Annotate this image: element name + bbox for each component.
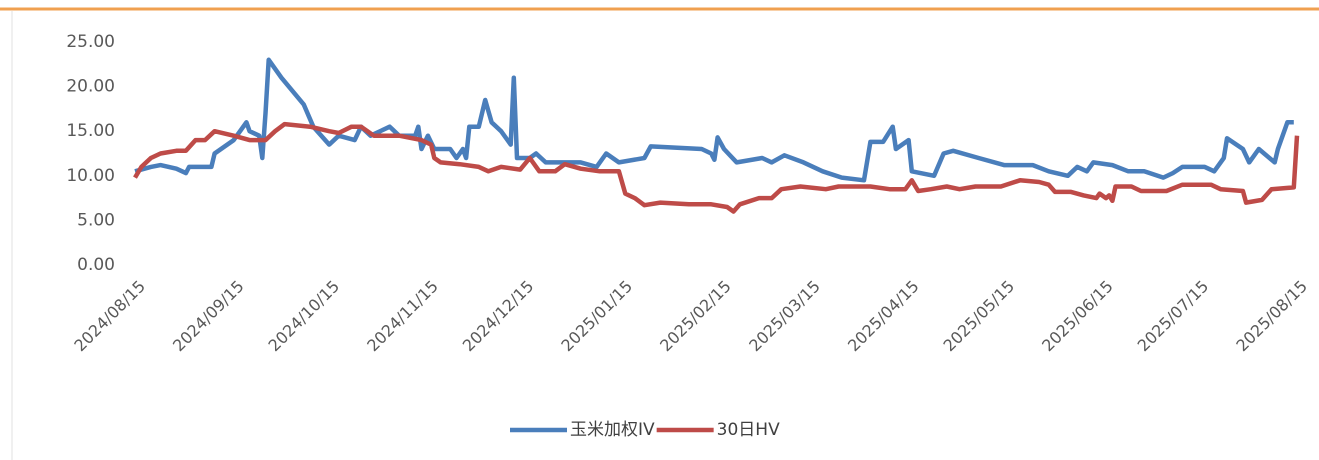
x-tick-label: 2025/04/15 — [844, 277, 923, 356]
x-tick-label: 2025/05/15 — [939, 277, 1018, 356]
x-tick-label: 2025/02/15 — [656, 277, 735, 356]
x-tick-label: 2024/11/15 — [363, 277, 442, 356]
legend-label: 30日HV — [717, 420, 780, 440]
line-series — [134, 57, 1294, 183]
y-tick-label: 20.00 — [66, 77, 115, 97]
x-tick-label: 2025/07/15 — [1134, 277, 1213, 356]
x-tick-label: 2024/09/15 — [169, 277, 248, 356]
x-tick-label: 2025/06/15 — [1038, 277, 1117, 356]
x-tick-label: 2025/08/15 — [1232, 277, 1311, 356]
x-tick-label: 2025/03/15 — [745, 277, 824, 356]
legend-label: 玉米加权IV — [570, 420, 655, 440]
y-tick-label: 10.00 — [66, 166, 115, 186]
x-tick-label: 2025/01/15 — [557, 277, 636, 356]
y-tick-label: 25.00 — [66, 32, 115, 52]
y-tick-label: 15.00 — [66, 121, 115, 141]
y-tick-label: 0.00 — [77, 255, 115, 275]
x-tick-label: 2024/10/15 — [265, 277, 344, 356]
line-series — [133, 121, 1300, 214]
x-tick-label: 2024/08/15 — [70, 277, 149, 356]
x-tick-label: 2024/12/15 — [459, 277, 538, 356]
y-tick-label: 5.00 — [77, 210, 115, 230]
